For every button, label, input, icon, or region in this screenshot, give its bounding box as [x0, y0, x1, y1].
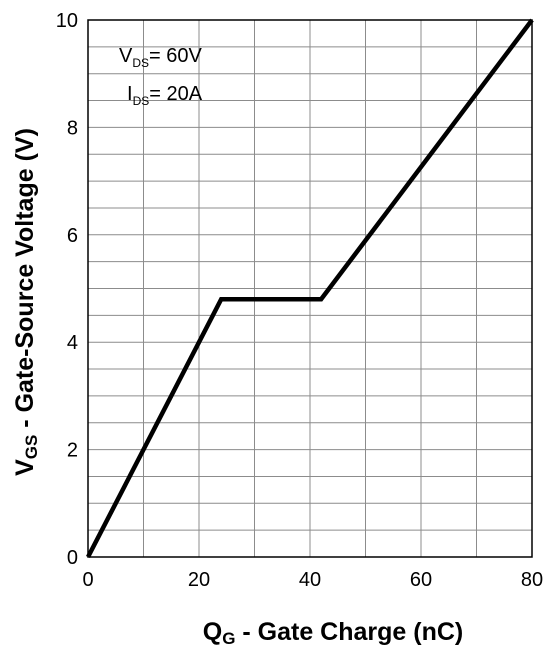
x-tick-label: 20: [188, 569, 210, 591]
y-tick-label: 6: [67, 225, 78, 247]
x-axis-title-main: Q: [203, 618, 222, 646]
y-tick-label: 8: [67, 117, 78, 139]
annotation-ids: IDS= 20A: [127, 83, 203, 108]
series-line: [86, 18, 534, 559]
annotation-ids-main: I: [127, 83, 133, 105]
x-tick-label: 0: [82, 569, 93, 591]
y-axis-title-main: V: [11, 459, 39, 476]
x-axis-title: QG - Gate Charge (nC): [203, 618, 463, 648]
grid: [88, 20, 532, 557]
y-axis-title-sub: GS: [22, 435, 41, 460]
series-layer: [86, 18, 534, 559]
annotation-ids-value: = 20A: [149, 83, 202, 105]
annotation-vds-value: = 60V: [149, 45, 202, 67]
y-tick-label: 10: [56, 10, 78, 32]
x-tick-label: 80: [521, 569, 543, 591]
x-axis-title-rest: - Gate Charge (nC): [235, 618, 463, 646]
y-axis-title-rest: - Gate-Source Voltage (V): [11, 128, 39, 435]
y-tick-label: 4: [67, 332, 78, 354]
annotation-vds-sub: DS: [132, 56, 149, 70]
annotation-box: VDS= 60V IDS= 20A: [119, 45, 203, 108]
tick-labels: 0 20 40 60 80 0 2 4 6 8 10: [56, 10, 543, 591]
x-tick-label: 60: [410, 569, 432, 591]
x-axis-title-sub: G: [222, 629, 235, 648]
annotation-vds: VDS= 60V: [119, 45, 202, 70]
annotation-vds-main: V: [119, 45, 133, 67]
x-tick-label: 40: [299, 569, 321, 591]
y-tick-label: 0: [67, 547, 78, 569]
annotation-ids-sub: DS: [133, 94, 150, 108]
y-tick-label: 2: [67, 440, 78, 462]
y-axis-title: VGS - Gate-Source Voltage (V): [11, 128, 41, 476]
plot-frame: [87, 19, 533, 558]
